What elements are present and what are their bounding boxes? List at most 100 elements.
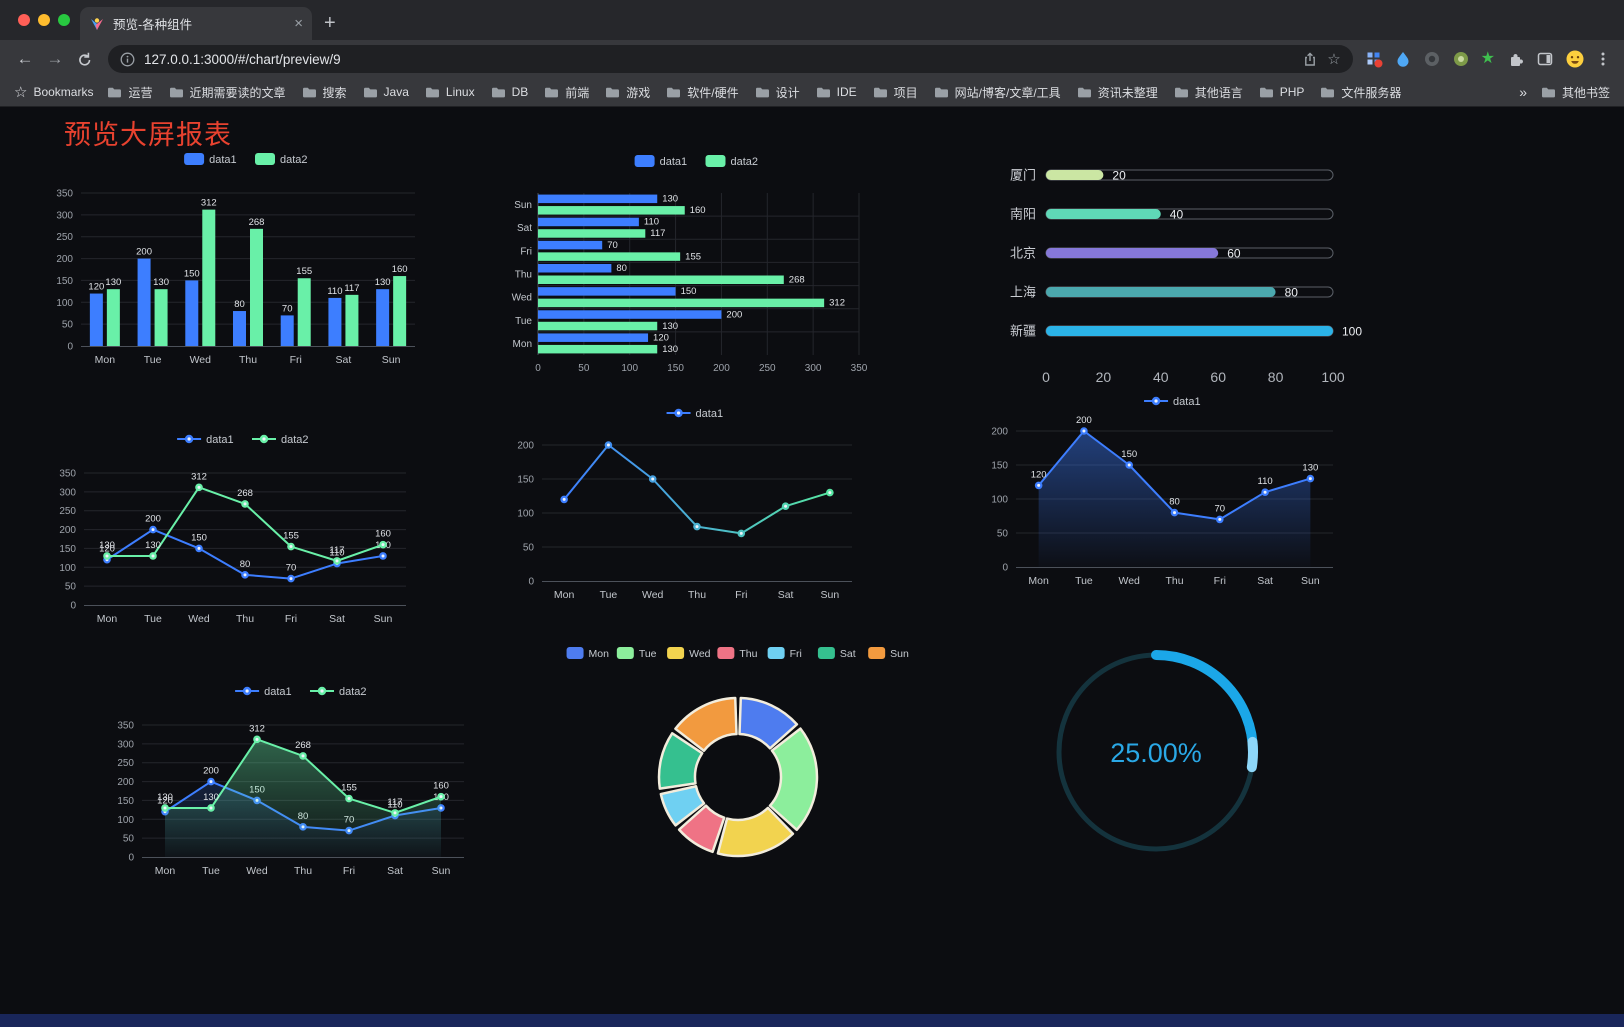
svg-text:250: 250	[117, 758, 134, 769]
bookmarks-list: 运营 近期需要读的文章 搜索 Java Linux DB 前端 游戏 软件/硬件…	[107, 84, 1509, 101]
bookmark-item[interactable]: 文件服务器	[1320, 84, 1401, 101]
chart-horizontal-bar[interactable]: data1 data2 0 50 100 150 200 250 300 350 Sun 130 160…	[498, 147, 893, 390]
svg-text:160: 160	[433, 781, 449, 792]
svg-text:110: 110	[387, 800, 402, 811]
address-bar[interactable]: 127.0.0.1:3000/#/chart/preview/9 ☆	[108, 45, 1353, 73]
svg-text:200: 200	[726, 309, 742, 320]
svg-text:50: 50	[578, 363, 590, 374]
bookmark-star-icon[interactable]: ☆	[1327, 51, 1341, 68]
svg-text:Sat: Sat	[778, 589, 794, 601]
folder-icon	[816, 87, 830, 97]
extension-dark-circle-icon[interactable]	[1423, 50, 1441, 68]
close-window-button[interactable]	[18, 14, 30, 26]
svg-text:Fri: Fri	[290, 354, 302, 366]
svg-text:130: 130	[145, 540, 161, 551]
browser-tab[interactable]: 预览-各种组件 ×	[80, 7, 312, 40]
chart-line-area-series[interactable]: data1 data2 0 50 100 150 200 250 300 350 Mon Tue Wed…	[96, 677, 476, 894]
extension-grid-icon[interactable]	[1365, 50, 1383, 68]
svg-text:70: 70	[286, 563, 297, 574]
svg-text:200: 200	[117, 777, 134, 788]
side-panel-icon[interactable]	[1536, 50, 1554, 68]
svg-text:80: 80	[1285, 286, 1299, 300]
svg-text:50: 50	[523, 543, 535, 554]
svg-text:150: 150	[517, 475, 534, 486]
bookmark-label: 搜索	[322, 85, 347, 100]
svg-text:0: 0	[1002, 563, 1008, 574]
site-info-icon[interactable]	[120, 52, 135, 67]
svg-text:200: 200	[991, 427, 1008, 438]
chart-area-single[interactable]: data1 0 50 100 150 200 Mon Tue Wed Thu Fri Sat Sun 12…	[972, 387, 1347, 602]
folder-icon	[606, 87, 620, 97]
bookmark-item[interactable]: 搜索	[302, 84, 347, 101]
folder-icon	[363, 87, 377, 97]
chart-line-two-series[interactable]: data1 data2 0 50 100 150 200 250 300 350 Mon Tue Wed…	[38, 425, 418, 642]
bookmark-label: 运营	[128, 85, 153, 100]
other-bookmarks[interactable]: 其他书签	[1541, 84, 1610, 101]
svg-text:data1: data1	[264, 686, 292, 698]
bookmark-label: Java	[383, 85, 409, 99]
extension-green-circle-icon[interactable]	[1452, 50, 1470, 68]
bookmark-item[interactable]: Linux	[425, 85, 475, 99]
bookmark-item[interactable]: 近期需要读的文章	[169, 84, 286, 101]
svg-text:20: 20	[1096, 369, 1112, 385]
bookmark-item[interactable]: 软件/硬件	[666, 84, 739, 101]
bookmark-item[interactable]: 网站/博客/文章/工具	[934, 84, 1061, 101]
extension-vue-devtools-icon[interactable]: ★	[1480, 50, 1495, 67]
folder-icon	[667, 87, 681, 97]
tab-close-icon[interactable]: ×	[294, 15, 303, 32]
svg-text:350: 350	[117, 721, 134, 732]
chart-donut[interactable]: Mon Tue Wed Thu Fri Sat Sun	[545, 637, 930, 942]
bookmark-label: IDE	[836, 85, 857, 99]
svg-text:200: 200	[145, 514, 161, 525]
folder-icon	[1321, 87, 1335, 97]
folder-icon	[491, 87, 505, 97]
bookmark-item[interactable]: 游戏	[605, 84, 650, 101]
bookmark-label: 资讯未整理	[1097, 85, 1158, 100]
bookmark-item[interactable]: 运营	[107, 84, 153, 101]
share-icon[interactable]	[1302, 51, 1318, 68]
minimize-window-button[interactable]	[38, 14, 50, 26]
menu-kebab-icon[interactable]	[1596, 50, 1610, 68]
bookmark-item[interactable]: 其他语言	[1174, 84, 1243, 101]
svg-text:Mon: Mon	[589, 648, 610, 660]
chart-capsule-bar[interactable]: 厦门 20 南阳 40 北京 60 上海 80 新疆 100 0 20 40 60 80 100	[998, 149, 1363, 399]
url-text[interactable]: 127.0.0.1:3000/#/chart/preview/9	[144, 51, 341, 67]
svg-text:100: 100	[621, 363, 638, 374]
bookmark-item[interactable]: DB	[491, 85, 528, 99]
profile-avatar[interactable]	[1565, 49, 1585, 69]
svg-text:110: 110	[329, 548, 344, 559]
svg-text:120: 120	[99, 544, 115, 555]
bookmark-item[interactable]: 前端	[544, 84, 589, 101]
zoom-window-button[interactable]	[58, 14, 70, 26]
bookmarks-label[interactable]: Bookmarks	[33, 85, 94, 99]
extensions-puzzle-icon[interactable]	[1506, 50, 1525, 69]
bookmark-label: 前端	[565, 85, 590, 100]
svg-text:155: 155	[283, 531, 299, 542]
svg-text:Sat: Sat	[387, 865, 403, 877]
svg-text:Thu: Thu	[236, 613, 254, 625]
svg-text:250: 250	[759, 363, 776, 374]
bookmark-item[interactable]: IDE	[816, 85, 857, 99]
extension-drop-icon[interactable]	[1394, 50, 1412, 68]
svg-text:60: 60	[1210, 369, 1226, 385]
chart-line-gradient[interactable]: data1 0 50 100 150 200 Mon Tue Wed Thu Fri Sat Sun	[498, 399, 868, 616]
back-button[interactable]: ←	[16, 49, 34, 68]
bookmark-item[interactable]: 资讯未整理	[1077, 84, 1158, 101]
chart-grouped-bar[interactable]: data1 data2 0 50 100 150 200 250 300 350 Mon 120 130…	[35, 145, 425, 385]
forward-button[interactable]: →	[46, 49, 64, 68]
bookmark-item[interactable]: PHP	[1259, 85, 1304, 99]
svg-text:Fri: Fri	[790, 648, 802, 660]
chart-gauge[interactable]: 25.00%	[1016, 612, 1296, 897]
reload-button[interactable]	[70, 49, 100, 69]
bookmark-item[interactable]: 项目	[873, 84, 918, 101]
bookmarks-star-icon: ☆	[14, 83, 28, 101]
svg-text:130: 130	[203, 792, 219, 803]
bookmark-label: 游戏	[626, 85, 651, 100]
bookmark-item[interactable]: Java	[363, 85, 409, 99]
new-tab-button[interactable]: +	[324, 12, 336, 34]
bookmarks-overflow-chevron[interactable]: »	[1519, 84, 1527, 100]
svg-text:Tue: Tue	[639, 648, 657, 660]
svg-text:117: 117	[344, 283, 359, 294]
bookmark-item[interactable]: 设计	[755, 84, 800, 101]
